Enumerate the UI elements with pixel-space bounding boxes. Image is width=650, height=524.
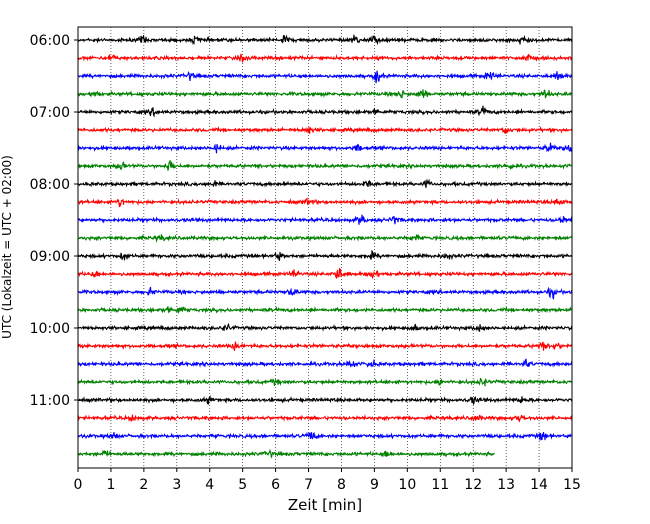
y-tick-label: 07:00: [30, 105, 70, 121]
trace-0615: [77, 53, 573, 63]
trace-0945: [77, 305, 573, 314]
trace-0730: [77, 142, 573, 154]
x-tick-label: 14: [530, 477, 548, 493]
y-tick-label: 06:00: [30, 33, 70, 49]
trace-0700: [77, 105, 573, 118]
trace-1015: [77, 341, 573, 351]
x-tick-label: 8: [337, 477, 346, 493]
trace-1000: [77, 322, 573, 332]
x-tick-label: 3: [172, 477, 181, 493]
y-tick-label: 08:00: [30, 177, 70, 193]
trace-0845: [77, 234, 573, 243]
trace-0930: [77, 286, 573, 300]
trace-0645: [77, 89, 573, 99]
x-tick-label: 9: [370, 477, 379, 493]
x-tick-label: 11: [431, 477, 449, 493]
x-tick-label: 12: [464, 477, 482, 493]
x-tick-label: 0: [74, 477, 83, 493]
x-tick-label: 10: [398, 477, 416, 493]
trace-0800: [77, 178, 573, 188]
x-tick-label: 5: [238, 477, 247, 493]
trace-1115: [77, 414, 573, 423]
x-tick-label: 2: [139, 477, 148, 493]
x-tick-label: 4: [205, 477, 214, 493]
y-axis: 06:00 07:00 08:00 09:00 10:00 11:00: [30, 33, 78, 409]
x-tick-label: 6: [271, 477, 280, 493]
trace-0830: [77, 214, 573, 225]
trace-0630: [77, 70, 573, 84]
trace-1130: [77, 431, 573, 441]
trace-layer: [77, 34, 573, 458]
trace-1030: [77, 358, 573, 368]
trace-0900: [77, 249, 573, 261]
x-tick-label: 7: [304, 477, 313, 493]
plot-frame: [77, 26, 573, 469]
y-tick-label: 10:00: [30, 321, 70, 337]
y-axis-label: UTC (Lokalzeit = UTC + 02:00): [0, 155, 14, 339]
x-tick-label: 15: [563, 477, 581, 493]
trace-0715: [77, 125, 573, 135]
y-tick-label: 11:00: [30, 393, 70, 409]
x-tick-label: 1: [106, 477, 115, 493]
y-tick-label: 09:00: [30, 249, 70, 265]
trace-1100: [77, 394, 573, 406]
trace-1145: [77, 448, 495, 458]
trace-0915: [77, 267, 573, 280]
trace-0815: [77, 197, 573, 208]
x-tick-label: 13: [497, 477, 515, 493]
trace-0745: [77, 160, 573, 171]
x-axis: 0 1 2 3 4 5 6 7 8 9 10 11 12 13 14 15: [74, 468, 581, 493]
x-axis-label: Zeit [min]: [288, 496, 362, 514]
trace-1045: [77, 377, 573, 387]
trace-0600: [77, 34, 573, 46]
